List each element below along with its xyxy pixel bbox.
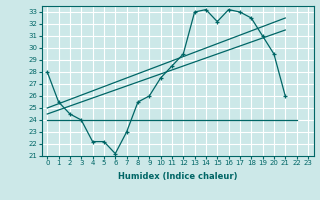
X-axis label: Humidex (Indice chaleur): Humidex (Indice chaleur) — [118, 172, 237, 181]
